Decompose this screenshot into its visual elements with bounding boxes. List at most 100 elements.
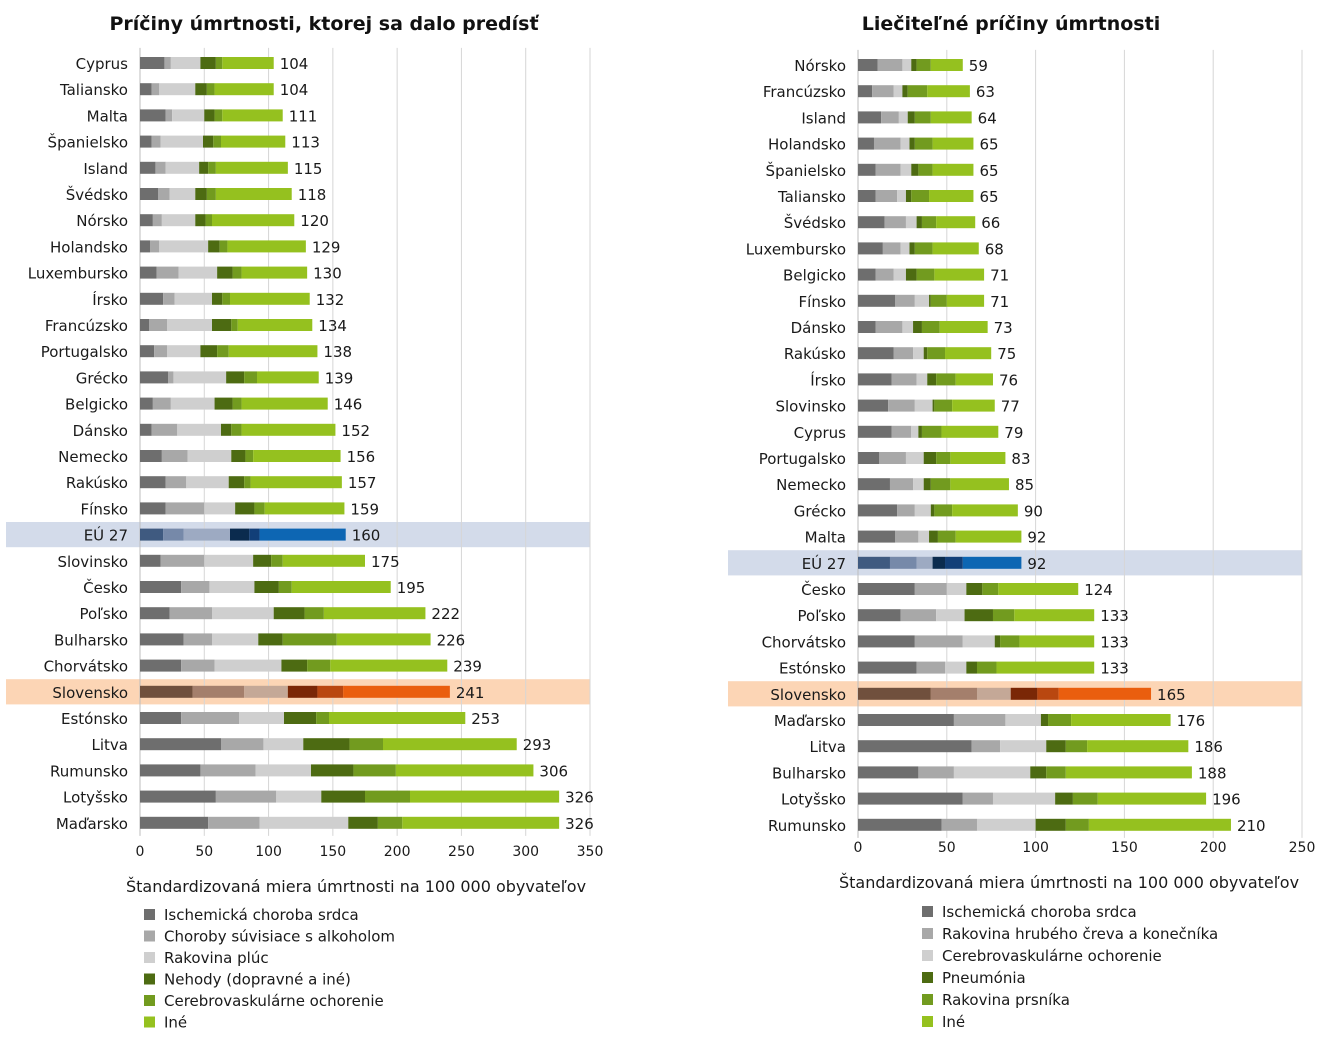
bar-segment	[934, 504, 953, 517]
bar-segment	[858, 373, 892, 386]
bar-segment	[255, 764, 311, 777]
bar-segment	[927, 85, 970, 98]
total-label: 253	[471, 710, 500, 728]
bar-segment	[1010, 687, 1038, 700]
category-label: Holandsko	[50, 238, 128, 256]
bar-segment	[914, 137, 933, 150]
category-label: Slovinsko	[57, 553, 128, 571]
bar-segment	[1048, 714, 1072, 726]
bar-segment	[891, 425, 912, 438]
bar-segment	[914, 635, 963, 648]
bar-segment	[936, 216, 976, 229]
bar-segment	[159, 240, 209, 253]
bar-segment	[170, 57, 201, 69]
bar-segment	[271, 554, 283, 567]
x-tick-label: 250	[1289, 840, 1316, 856]
bar-segment	[921, 425, 942, 438]
bar-segment	[907, 85, 928, 98]
bar-segment	[950, 478, 1009, 491]
bar-segment	[140, 292, 164, 305]
bar-segment	[140, 371, 169, 384]
bar-segment	[902, 59, 912, 71]
bar-segment	[199, 161, 209, 174]
total-label: 92	[1027, 555, 1046, 573]
bar-segment	[228, 345, 318, 358]
total-label: 79	[1004, 424, 1023, 442]
total-label: 186	[1194, 738, 1223, 756]
bar-segment	[955, 373, 993, 386]
bar-segment	[258, 633, 283, 646]
bar-segment	[858, 556, 890, 569]
bar-segment	[929, 294, 931, 307]
bar-segment	[241, 423, 336, 436]
bar-segment	[209, 581, 255, 593]
bar-segment	[140, 135, 152, 148]
bar-segment	[349, 738, 383, 751]
legend-entry: Iné	[942, 1013, 965, 1031]
bar-segment	[282, 633, 337, 646]
bar-segment	[1072, 792, 1098, 805]
bar-segment	[410, 790, 560, 803]
bar-segment	[900, 163, 912, 176]
bar-segment	[930, 111, 972, 124]
total-label: 156	[347, 448, 376, 466]
bar-segment	[913, 478, 924, 491]
total-label: 175	[371, 553, 400, 571]
legend-swatch	[144, 995, 155, 1006]
bar-segment	[287, 685, 318, 698]
bar-segment	[875, 268, 894, 281]
bar-segment	[152, 214, 162, 227]
bar-segment	[1014, 609, 1095, 622]
bar-segment	[203, 135, 214, 148]
bar-segment	[195, 188, 207, 200]
bar-segment	[955, 530, 1022, 543]
x-tick-label: 50	[938, 840, 956, 856]
x-tick-label: 0	[854, 840, 863, 856]
legend-entry: Nehody (dopravné a iné)	[164, 971, 351, 989]
bar-segment	[264, 502, 345, 515]
bar-segment	[913, 321, 922, 333]
legend-swatch	[144, 930, 155, 942]
x-tick-label: 50	[195, 844, 213, 860]
bar-segment	[916, 373, 928, 386]
category-label: Grécko	[76, 369, 128, 387]
bar-segment	[858, 163, 876, 176]
bar-segment	[206, 83, 215, 96]
category-label: Island	[83, 160, 128, 178]
bar-segment	[1046, 766, 1066, 779]
bar-segment	[160, 554, 205, 567]
bar-segment	[941, 425, 999, 438]
bar-segment	[898, 111, 908, 124]
bar-segment	[254, 502, 265, 515]
bar-segment	[992, 609, 1015, 622]
bar-segment	[140, 738, 221, 751]
bar-segment	[914, 399, 933, 412]
bar-segment	[183, 633, 212, 646]
bar-segment	[140, 266, 157, 279]
total-label: 104	[280, 55, 309, 73]
bar-segment	[323, 607, 426, 620]
bar-segment	[946, 294, 985, 307]
bar-segment	[905, 190, 912, 202]
x-axis-label: Štandardizovaná miera úmrtnosti na 100 0…	[839, 873, 1299, 892]
bar-segment	[1088, 818, 1231, 831]
bar-segment	[941, 818, 977, 831]
bar-segment	[891, 373, 917, 386]
bar-segment	[186, 476, 229, 489]
legend-entry: Ischemická choroba srdca	[942, 903, 1137, 921]
bar-segment	[952, 399, 995, 412]
category-label: Luxembursko	[746, 240, 846, 258]
bar-segment	[231, 319, 238, 331]
bar-segment	[226, 371, 245, 384]
category-label: Belgicko	[783, 267, 846, 285]
bar-segment	[895, 530, 919, 543]
bar-segment	[858, 137, 874, 150]
category-label: Dánsko	[73, 422, 128, 440]
bar-segment	[914, 583, 947, 595]
bar-segment	[897, 504, 915, 517]
bar-segment	[936, 373, 956, 386]
bar-segment	[140, 240, 151, 253]
x-tick-label: 100	[255, 844, 282, 860]
bar-segment	[159, 83, 196, 96]
bar-segment	[1097, 792, 1207, 805]
